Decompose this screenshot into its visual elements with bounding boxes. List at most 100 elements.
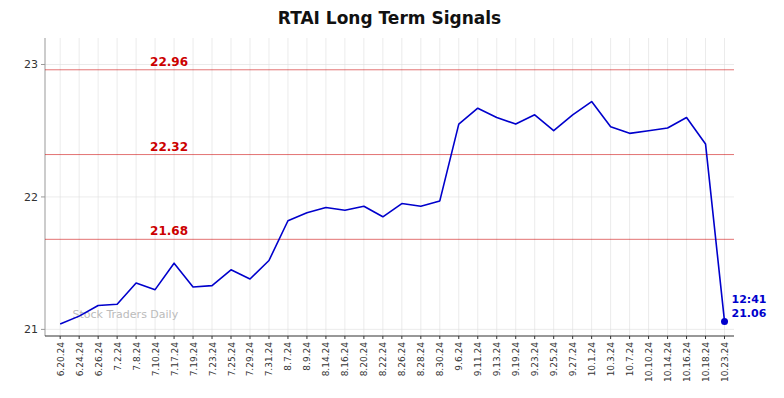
y-tick [41, 329, 45, 330]
x-tick-label: 10.10.24 [644, 342, 654, 382]
y-tick-label: 22 [24, 191, 38, 204]
x-tick [117, 336, 118, 339]
x-tick-label: 10.16.24 [682, 342, 692, 382]
x-tick-label: 6.20.24 [56, 342, 66, 377]
x-tick-label: 10.23.24 [720, 342, 730, 382]
grid-line-x [667, 38, 668, 336]
y-tick-label: 21 [24, 323, 38, 336]
x-tick [705, 336, 706, 339]
x-tick-label: 10.7.24 [625, 342, 635, 377]
grid-line-x [572, 38, 573, 336]
reference-line [45, 69, 734, 70]
grid-line-x [344, 38, 345, 336]
x-tick [458, 336, 459, 339]
x-tick [363, 336, 364, 339]
data-line [60, 102, 724, 325]
x-tick-label: 8.14.24 [321, 342, 331, 377]
grid-line-x [325, 38, 326, 336]
grid-line-y [45, 196, 734, 197]
y-tick-label: 23 [24, 58, 38, 71]
x-tick-label: 8.26.24 [397, 342, 407, 377]
reference-label: 22.96 [150, 55, 188, 69]
grid-line-x [98, 38, 99, 336]
grid-line-x [249, 38, 250, 336]
x-tick-label: 6.26.24 [94, 342, 104, 377]
x-tick-label: 7.2.24 [113, 342, 123, 371]
x-tick [686, 336, 687, 339]
x-tick-label: 9.27.24 [568, 342, 578, 377]
grid-line-x [591, 38, 592, 336]
grid-line-x [306, 38, 307, 336]
grid [45, 38, 734, 336]
chart-container: RTAI Long Term SignalsStock Traders Dail… [0, 0, 784, 398]
x-tick [306, 336, 307, 339]
x-tick-label: 7.23.24 [208, 342, 218, 377]
x-tick-label: 8.30.24 [435, 342, 445, 377]
x-tick [553, 336, 554, 339]
reference-lines [45, 70, 734, 240]
grid-line-x [363, 38, 364, 336]
x-tick-label: 7.10.24 [151, 342, 161, 377]
x-tick [382, 336, 383, 339]
reference-line [45, 154, 734, 155]
x-tick-label: 7.8.24 [132, 342, 142, 371]
x-tick [98, 336, 99, 339]
x-tick [60, 336, 61, 339]
grid-line-x [553, 38, 554, 336]
x-tick [155, 336, 156, 339]
grid-line-x [117, 38, 118, 336]
x-tick-label: 9.25.24 [549, 342, 559, 377]
reference-label: 21.68 [150, 224, 188, 238]
x-tick-label: 7.17.24 [170, 342, 180, 377]
x-tick [572, 336, 573, 339]
x-tick-label: 10.14.24 [663, 342, 673, 382]
x-tick-label: 10.1.24 [587, 342, 597, 377]
grid-line-y [45, 329, 734, 330]
grid-line-x [231, 38, 232, 336]
x-tick-label: 7.31.24 [264, 342, 274, 377]
x-tick [136, 336, 137, 339]
grid-line-x [79, 38, 80, 336]
y-tick [41, 196, 45, 197]
x-axis: 6.20.24 6.24.24 6.26.24 7.2.24 7.8.24 7.10.24… [45, 336, 734, 382]
chart-svg: RTAI Long Term SignalsStock Traders Dail… [0, 0, 784, 398]
grid-line-x [439, 38, 440, 336]
x-tick-label: 10.3.24 [606, 342, 616, 377]
grid-line-x [515, 38, 516, 336]
x-tick-label: 8.22.24 [378, 342, 388, 377]
x-tick [193, 336, 194, 339]
x-tick-label: 9.13.24 [492, 342, 502, 377]
x-tick [249, 336, 250, 339]
grid-line-x [174, 38, 175, 336]
grid-line-x [155, 38, 156, 336]
x-tick-label: 7.29.24 [245, 342, 255, 377]
grid-line-x [686, 38, 687, 336]
x-tick [325, 336, 326, 339]
x-tick [534, 336, 535, 339]
annotation: 12:41 [732, 293, 767, 306]
grid-line-x [534, 38, 535, 336]
grid-line-x [420, 38, 421, 336]
grid-line-x [212, 38, 213, 336]
x-tick-label: 8.20.24 [359, 342, 369, 377]
grid-line-x [193, 38, 194, 336]
x-tick [212, 336, 213, 339]
reference-label: 22.32 [150, 140, 188, 154]
x-tick [648, 336, 649, 339]
x-tick-label: 8.9.24 [302, 342, 312, 371]
x-tick-label: 8.28.24 [416, 342, 426, 377]
grid-line-x [629, 38, 630, 336]
x-tick [420, 336, 421, 339]
grid-line-x [724, 38, 725, 336]
grid-line-x [648, 38, 649, 336]
x-tick [231, 336, 232, 339]
x-tick [477, 336, 478, 339]
grid-line-x [610, 38, 611, 336]
x-tick-label: 6.24.24 [75, 342, 85, 377]
x-tick-label: 9.11.24 [473, 342, 483, 377]
end-marker [721, 318, 728, 325]
x-tick [268, 336, 269, 339]
y-axis-line [45, 38, 46, 336]
grid-line-x [477, 38, 478, 336]
x-tick-label: 10.18.24 [701, 342, 711, 382]
